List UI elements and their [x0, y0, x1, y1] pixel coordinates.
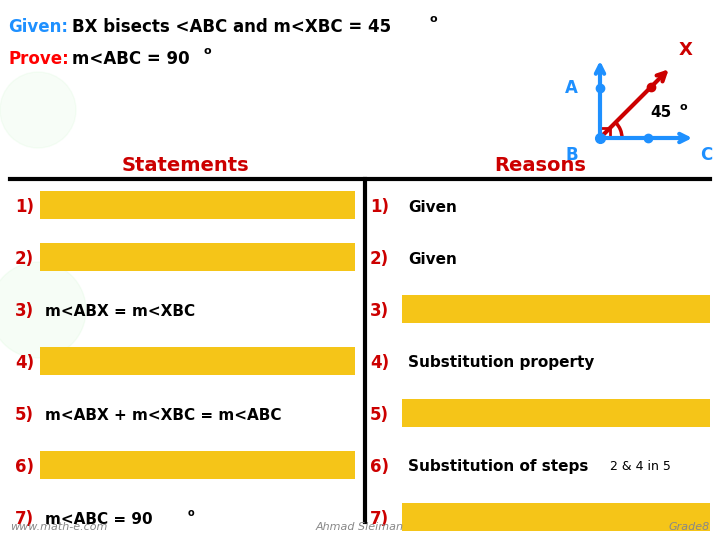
Text: o: o — [680, 102, 688, 112]
Text: 2 & 4 in 5: 2 & 4 in 5 — [610, 461, 671, 474]
Text: 7): 7) — [15, 510, 34, 528]
Text: Prove:: Prove: — [8, 50, 68, 68]
Text: o: o — [204, 46, 212, 56]
Text: 2): 2) — [370, 250, 389, 268]
Text: 6): 6) — [370, 458, 389, 476]
Text: Substitution property: Substitution property — [408, 355, 595, 370]
Text: Ahmad Sleiman: Ahmad Sleiman — [316, 522, 404, 532]
Text: m<ABC = 90: m<ABC = 90 — [45, 511, 153, 526]
Bar — [40, 191, 355, 219]
Text: 4): 4) — [15, 354, 34, 372]
Text: m<ABX = m<XBC: m<ABX = m<XBC — [45, 303, 195, 319]
Bar — [402, 503, 710, 531]
Text: m<ABC = 90: m<ABC = 90 — [72, 50, 189, 68]
Text: o: o — [188, 508, 194, 518]
Text: m<ABX + m<XBC = m<ABC: m<ABX + m<XBC = m<ABC — [45, 408, 282, 422]
Text: Statements: Statements — [121, 156, 249, 175]
Text: A: A — [565, 79, 578, 97]
Bar — [402, 399, 710, 427]
Text: X: X — [679, 41, 693, 59]
Text: Given:: Given: — [8, 18, 68, 36]
Circle shape — [0, 72, 76, 148]
Text: C: C — [700, 146, 712, 164]
Text: 4): 4) — [370, 354, 389, 372]
Text: 6): 6) — [15, 458, 34, 476]
Text: Given: Given — [408, 252, 457, 267]
Text: BX bisects <ABC and m<XBC = 45: BX bisects <ABC and m<XBC = 45 — [72, 18, 391, 36]
Text: 45: 45 — [650, 105, 671, 120]
Text: Grade8: Grade8 — [669, 522, 710, 532]
Text: 2): 2) — [15, 250, 34, 268]
Bar — [40, 347, 355, 375]
Bar — [40, 451, 355, 479]
Text: 1): 1) — [370, 198, 389, 216]
Circle shape — [0, 262, 86, 358]
Text: Substitution of steps: Substitution of steps — [408, 460, 588, 475]
Bar — [40, 243, 355, 271]
Bar — [402, 295, 710, 323]
Text: o: o — [430, 14, 438, 24]
Text: 7): 7) — [370, 510, 389, 528]
Text: 5): 5) — [370, 406, 389, 424]
Text: Reasons: Reasons — [494, 156, 586, 175]
Text: 5): 5) — [15, 406, 34, 424]
Text: 3): 3) — [370, 302, 389, 320]
Text: 3): 3) — [15, 302, 34, 320]
Text: 1): 1) — [15, 198, 34, 216]
Text: www.math-e.com: www.math-e.com — [10, 522, 107, 532]
Text: B: B — [565, 146, 578, 164]
Text: Given: Given — [408, 199, 457, 214]
Bar — [600, 128, 610, 138]
